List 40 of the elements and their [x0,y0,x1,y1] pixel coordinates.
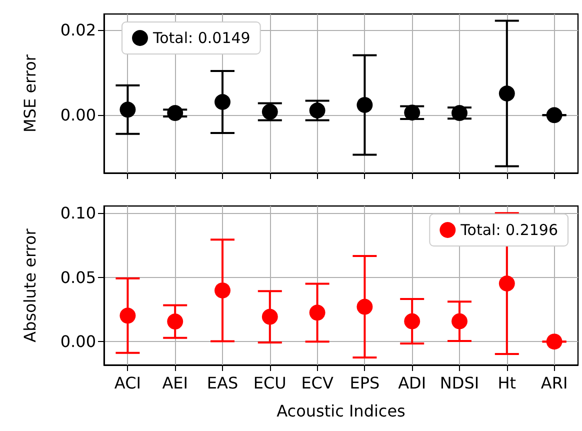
point [356,298,373,315]
y-tick-label: 0.05 [60,268,96,287]
point [167,105,184,122]
y-tick-label: 0.10 [60,204,96,223]
point [309,304,326,321]
point [404,104,420,121]
y-axis-title: MSE error [20,54,40,132]
point [546,334,562,350]
x-tick-label: Ht [498,374,516,392]
legend-label: Total: 0.0149 [152,29,250,47]
x-tick-label: AEI [162,374,188,392]
point [167,314,184,330]
x-tick-label: ECU [253,374,286,392]
x-tick-label: NDSI [440,374,480,392]
x-tick-label: EAS [206,374,238,392]
x-tick-label: ACI [114,374,141,392]
point [120,102,136,118]
point [214,94,230,110]
point [498,276,515,292]
point [452,105,468,122]
y-tick-label: 0.02 [60,20,96,40]
legend-label: Total: 0.2196 [460,221,558,239]
point [262,308,278,325]
point [120,308,136,324]
point [309,102,326,118]
x-tick-label: ECV [301,374,334,392]
x-axis-title: Acoustic Indices [276,402,406,420]
point [356,96,373,113]
x-tick-label: EPS [350,374,380,392]
x-tick-label: ARI [540,374,568,392]
point [498,86,515,102]
point [214,282,230,298]
x-tick-label: ADI [398,374,426,392]
point [452,313,468,330]
y-tick-label: 0.00 [60,332,96,352]
point [262,104,278,120]
y-axis-title: Absolute error [20,228,40,342]
point [404,313,420,330]
y-tick-label: 0.00 [60,106,96,125]
point [546,107,562,124]
